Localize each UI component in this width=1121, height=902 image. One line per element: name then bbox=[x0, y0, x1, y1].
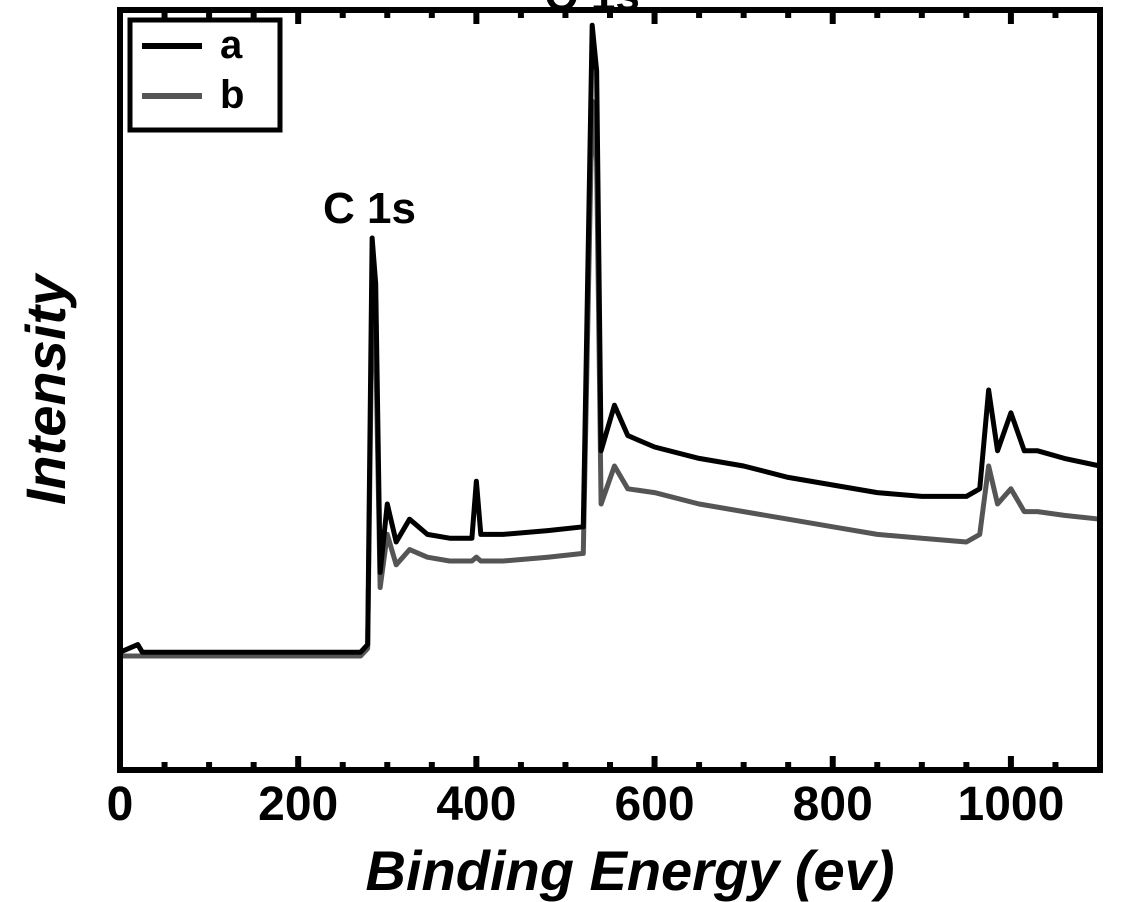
xps-chart: 0 200 400 600 800 1000 Binding Energy (ev) Inte… bbox=[0, 0, 1121, 902]
xtick-label: 200 bbox=[258, 778, 338, 831]
legend-box bbox=[130, 20, 280, 130]
legend-item-label: b bbox=[220, 73, 244, 117]
xtick-label: 800 bbox=[793, 778, 873, 831]
peak-label: C 1s bbox=[323, 184, 416, 233]
legend-item-label: a bbox=[220, 23, 243, 67]
xtick-label: 400 bbox=[436, 778, 516, 831]
y-axis-label: Intensity bbox=[14, 272, 77, 505]
peak-label: O 1s bbox=[544, 0, 639, 20]
chart-svg: 0 200 400 600 800 1000 Binding Energy (ev) Inte… bbox=[0, 0, 1121, 902]
xtick-label: 600 bbox=[614, 778, 694, 831]
x-axis-label: Binding Energy (ev) bbox=[366, 839, 895, 902]
xtick-label: 0 bbox=[107, 778, 134, 831]
xtick-label: 1000 bbox=[958, 778, 1065, 831]
